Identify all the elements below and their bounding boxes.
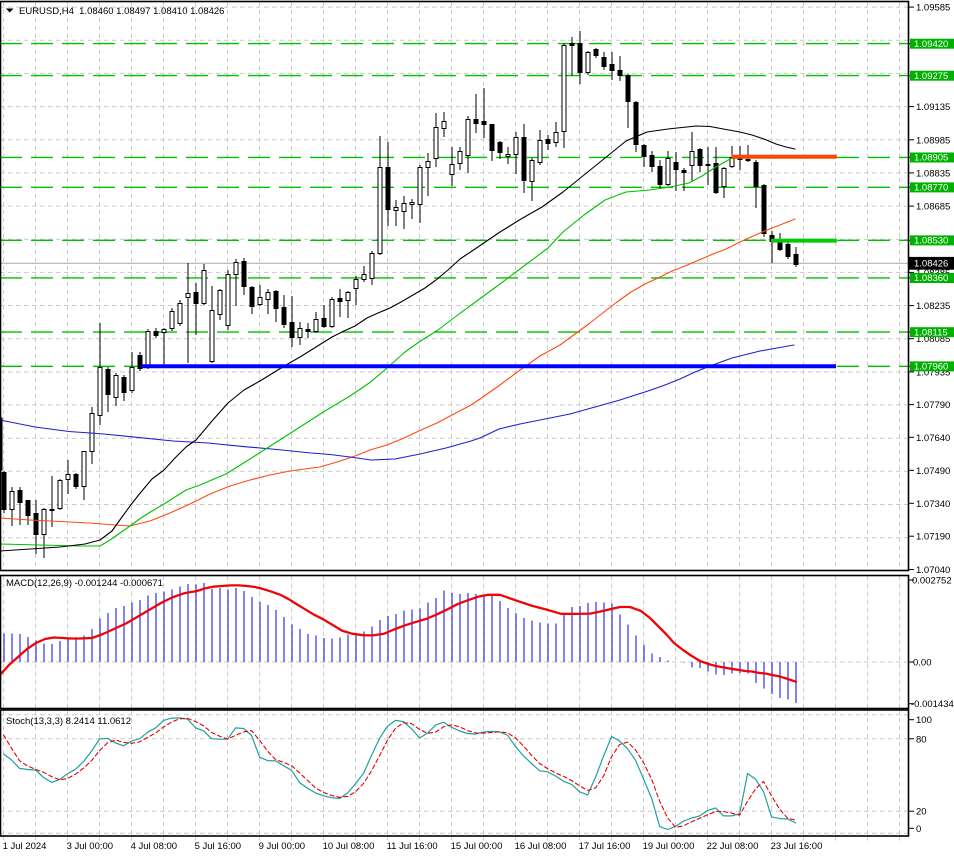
- svg-text:1.08685: 1.08685: [916, 202, 950, 213]
- svg-text:1.07935: 1.07935: [916, 367, 950, 378]
- svg-text:1 Jul 2024: 1 Jul 2024: [3, 841, 47, 852]
- svg-text:15 Jul 00:00: 15 Jul 00:00: [451, 841, 503, 852]
- svg-text:1.07640: 1.07640: [916, 433, 950, 444]
- svg-text:1.07960: 1.07960: [914, 362, 948, 373]
- svg-text:1.08235: 1.08235: [916, 301, 950, 312]
- svg-text:0.00: 0.00: [913, 658, 932, 669]
- svg-text:1.07340: 1.07340: [916, 499, 950, 510]
- svg-text:17 Jul 16:00: 17 Jul 16:00: [579, 841, 631, 852]
- svg-text:1.07040: 1.07040: [916, 565, 950, 576]
- svg-text:EURUSD,H4 1.08460 1.08497 1.0: EURUSD,H4 1.08460 1.08497 1.08410 1.0842…: [19, 6, 224, 17]
- svg-text:1.08530: 1.08530: [914, 236, 948, 247]
- svg-text:1.09420: 1.09420: [914, 39, 948, 50]
- svg-text:5 Jul 16:00: 5 Jul 16:00: [195, 841, 241, 852]
- svg-text:1.08835: 1.08835: [916, 168, 950, 179]
- svg-text:1.09585: 1.09585: [916, 3, 950, 14]
- svg-text:1.08985: 1.08985: [916, 135, 950, 146]
- svg-text:1.08085: 1.08085: [916, 334, 950, 345]
- svg-text:20: 20: [916, 807, 927, 818]
- svg-text:1.08905: 1.08905: [914, 153, 948, 164]
- svg-text:16 Jul 08:00: 16 Jul 08:00: [515, 841, 567, 852]
- svg-text:Stoch(13,3,3) 8.2414 11.0612: Stoch(13,3,3) 8.2414 11.0612: [6, 716, 131, 727]
- svg-text:11 Jul 16:00: 11 Jul 16:00: [387, 841, 438, 852]
- svg-text:9 Jul 00:00: 9 Jul 00:00: [259, 841, 305, 852]
- svg-text:1.08426: 1.08426: [914, 259, 948, 270]
- svg-text:1.08115: 1.08115: [914, 327, 948, 338]
- svg-text:22 Jul 08:00: 22 Jul 08:00: [707, 841, 759, 852]
- svg-text:0.002752: 0.002752: [912, 576, 952, 587]
- svg-text:1.08360: 1.08360: [914, 273, 948, 284]
- svg-text:100: 100: [916, 715, 932, 726]
- svg-text:4 Jul 08:00: 4 Jul 08:00: [131, 841, 177, 852]
- svg-text:19 Jul 00:00: 19 Jul 00:00: [643, 841, 695, 852]
- svg-text:10 Jul 08:00: 10 Jul 08:00: [323, 841, 375, 852]
- svg-text:1.07190: 1.07190: [916, 532, 950, 543]
- svg-text:23 Jul 16:00: 23 Jul 16:00: [771, 841, 823, 852]
- svg-text:3 Jul 00:00: 3 Jul 00:00: [67, 841, 113, 852]
- svg-text:1.09135: 1.09135: [916, 102, 950, 113]
- svg-text:1.07790: 1.07790: [916, 400, 950, 411]
- svg-text:MACD(12,26,9) -0.001244 -0.000: MACD(12,26,9) -0.001244 -0.000671: [6, 578, 163, 589]
- svg-text:0: 0: [916, 824, 921, 835]
- svg-text:1.07490: 1.07490: [916, 466, 950, 477]
- svg-text:-0.001434: -0.001434: [911, 699, 954, 710]
- svg-text:1.09275: 1.09275: [914, 71, 948, 82]
- svg-text:80: 80: [916, 734, 927, 745]
- svg-text:1.08770: 1.08770: [914, 183, 948, 194]
